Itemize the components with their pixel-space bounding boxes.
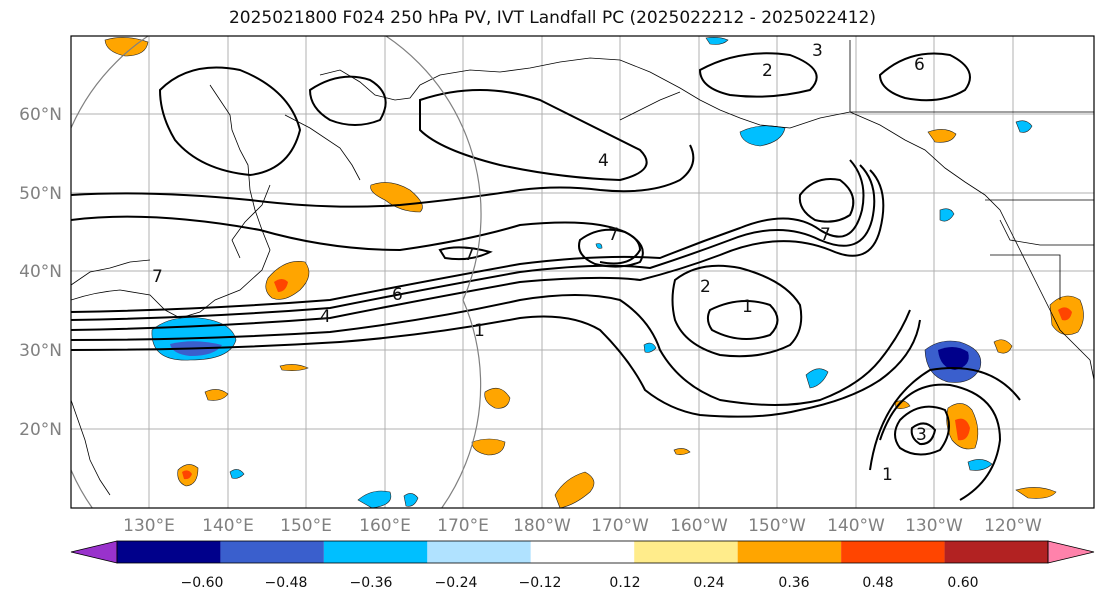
longitude-labels: 130°E 140°E 150°E 160°E 170°E 180°W 170°… xyxy=(123,516,1042,536)
colorbar-tick-label: −0.48 xyxy=(265,575,308,591)
lon-label: 150°E xyxy=(280,516,332,536)
contour-label: 7 xyxy=(608,225,619,245)
lon-label: 140°E xyxy=(202,516,254,536)
lon-label: 130°W xyxy=(905,516,963,536)
colorbar-tick-label: 0.48 xyxy=(862,575,893,591)
lon-label: 150°W xyxy=(748,516,806,536)
pv-contours xyxy=(71,52,1021,501)
map-border xyxy=(70,35,1095,509)
colorbar-segment xyxy=(323,541,428,563)
lon-label: 170°W xyxy=(591,516,649,536)
contour-label: 7 xyxy=(820,225,831,245)
contour-label: 4 xyxy=(320,307,331,327)
contour-label: 3 xyxy=(812,41,823,61)
colorbar-segment xyxy=(737,541,842,563)
contour-label: 3 xyxy=(916,425,927,445)
colorbar xyxy=(70,540,1095,564)
contour-label: 4 xyxy=(598,151,609,171)
contour-labels: 1 1 2 2 3 4 4 6 6 7 7 7 7 1 3 xyxy=(152,41,927,485)
colorbar-segment xyxy=(117,541,221,563)
colorbar-extend-low xyxy=(70,540,118,564)
lon-label: 160°E xyxy=(359,516,411,536)
lat-label: 20°N xyxy=(19,420,62,440)
colorbar-ticks: −0.60 −0.48 −0.36 −0.24 −0.12 0.12 0.24 … xyxy=(181,575,979,591)
lon-label: 140°W xyxy=(827,516,885,536)
colorbar-tick-label: 0.24 xyxy=(693,575,724,591)
contour-label: 2 xyxy=(700,277,711,297)
contour-label: 2 xyxy=(762,61,773,81)
gridlines xyxy=(71,36,1094,508)
contour-label: 7 xyxy=(152,267,163,287)
colorbar-segment xyxy=(841,541,945,563)
lat-label: 50°N xyxy=(19,184,62,204)
lon-label: 180°W xyxy=(513,516,571,536)
lat-label: 40°N xyxy=(19,262,62,282)
lon-label: 130°E xyxy=(123,516,175,536)
lat-label: 60°N xyxy=(19,105,62,125)
colorbar-segment xyxy=(634,541,738,563)
colorbar-tick-label: −0.36 xyxy=(350,575,393,591)
lat-label: 30°N xyxy=(19,341,62,361)
colorbar-tick-label: −0.60 xyxy=(181,575,224,591)
lon-label: 160°W xyxy=(670,516,728,536)
contour-label: 6 xyxy=(392,285,403,305)
coastlines xyxy=(71,40,1094,496)
colorbar-segment xyxy=(944,541,1048,563)
colorbar-segment xyxy=(220,541,324,563)
colorbar-tick-label: −0.24 xyxy=(435,575,478,591)
colorbar-segment xyxy=(530,541,635,563)
contour-label: 1 xyxy=(742,297,753,317)
colorbar-segment xyxy=(427,541,531,563)
colorbar-tick-label: −0.12 xyxy=(519,575,562,591)
lon-label: 170°E xyxy=(437,516,489,536)
colorbar-outline xyxy=(116,540,1049,564)
colorbar-tick-label: 0.12 xyxy=(609,575,640,591)
map-title: 2025021800 F024 250 hPa PV, IVT Landfall… xyxy=(228,8,876,28)
latitude-labels: 60°N 50°N 40°N 30°N 20°N xyxy=(19,105,62,440)
region-circle xyxy=(71,36,482,508)
colorbar-extend-high xyxy=(1047,540,1095,564)
contour-label: 1 xyxy=(474,321,485,341)
lon-label: 120°W xyxy=(984,516,1042,536)
contour-label: 6 xyxy=(914,55,925,75)
colorbar-tick-label: 0.60 xyxy=(947,575,978,591)
contour-label: 1 xyxy=(882,465,893,485)
contour-label: 7 xyxy=(464,245,475,265)
colorbar-tick-label: 0.36 xyxy=(778,575,809,591)
